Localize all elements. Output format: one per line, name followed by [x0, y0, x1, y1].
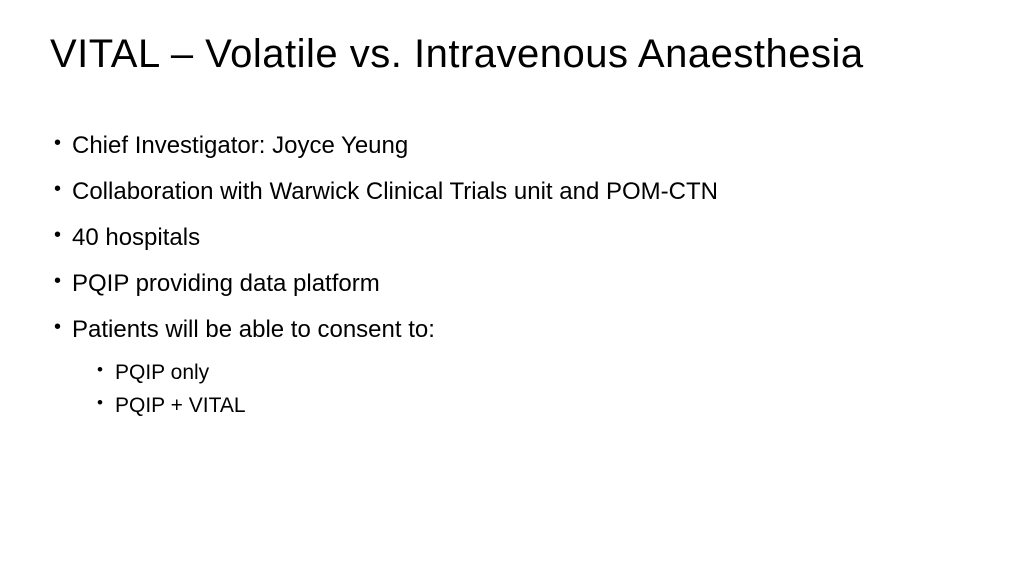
- bullet-item: 40 hospitals: [50, 220, 974, 256]
- bullet-item: Patients will be able to consent to:: [50, 312, 974, 348]
- bullet-item: PQIP providing data platform: [50, 266, 974, 302]
- sub-bullet-list: PQIP only PQIP + VITAL: [50, 358, 974, 421]
- bullet-list: Chief Investigator: Joyce Yeung Collabor…: [50, 128, 974, 348]
- bullet-item: Chief Investigator: Joyce Yeung: [50, 128, 974, 164]
- sub-bullet-item: PQIP only: [95, 358, 974, 387]
- slide-title: VITAL – Volatile vs. Intravenous Anaesth…: [50, 30, 974, 78]
- sub-bullet-item: PQIP + VITAL: [95, 391, 974, 420]
- bullet-item: Collaboration with Warwick Clinical Tria…: [50, 174, 974, 210]
